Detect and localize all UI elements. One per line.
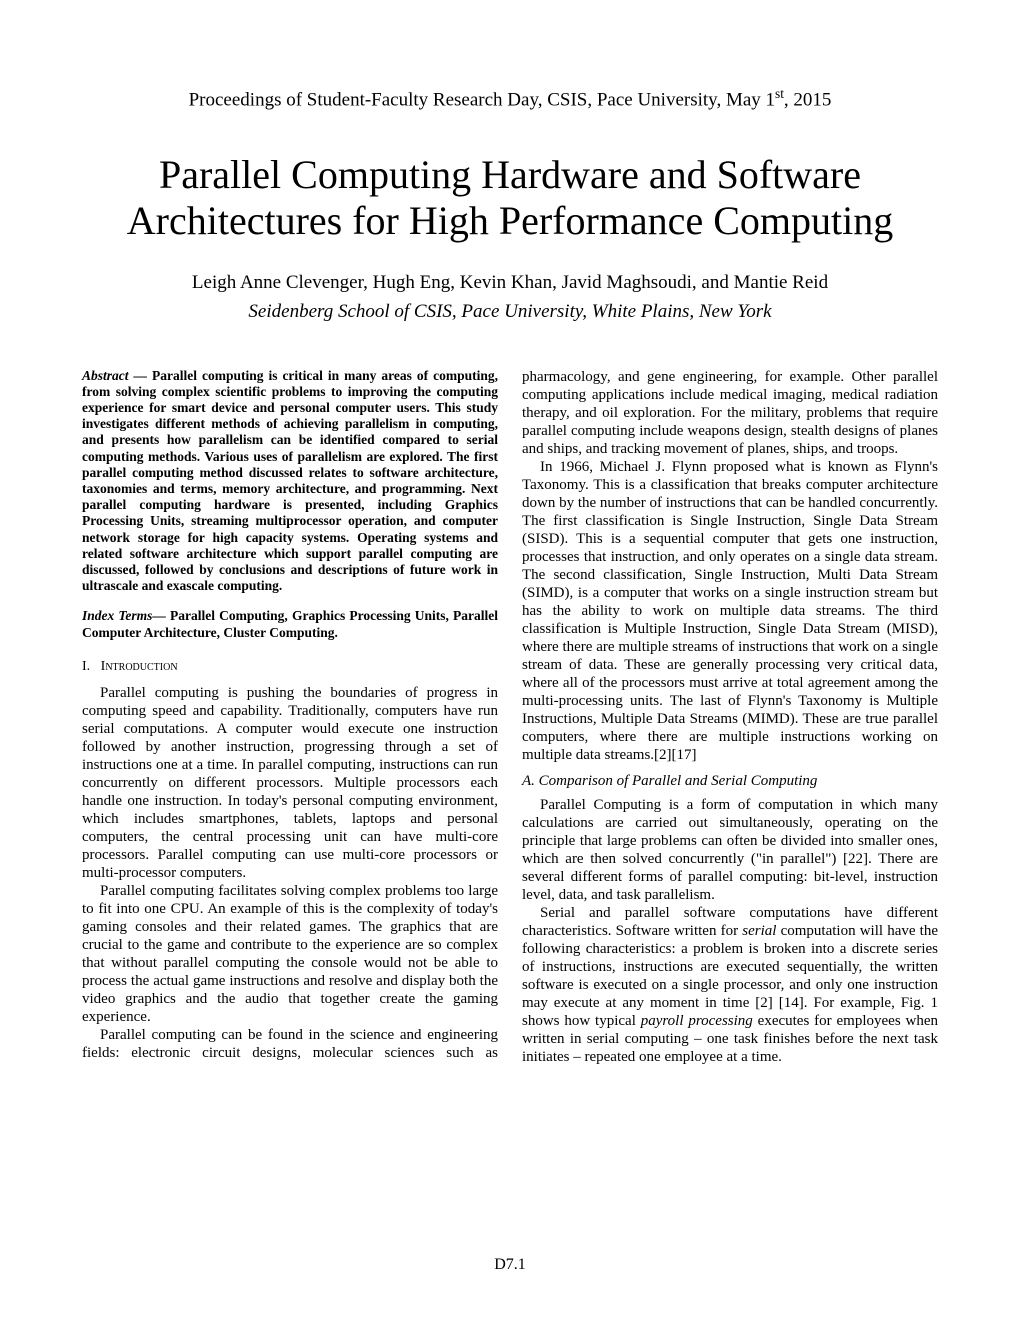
proceedings-sup: st	[775, 86, 784, 101]
intro-para-4: In 1966, Michael J. Flynn proposed what …	[522, 458, 938, 764]
index-terms: Index Terms— Parallel Computing, Graphic…	[82, 608, 498, 640]
abstract: Abstract — Parallel computing is critica…	[82, 368, 498, 595]
subsection-a-heading: A. Comparison of Parallel and Serial Com…	[522, 772, 938, 790]
affiliation-line: Seidenberg School of CSIS, Pace Universi…	[82, 301, 938, 324]
page-footer: D7.1	[0, 1255, 1020, 1274]
p6-payroll-italic: payroll processing	[641, 1013, 753, 1029]
intro-para-2: Parallel computing facilitates solving c…	[82, 882, 498, 1026]
paper-title: Parallel Computing Hardware and Software…	[82, 152, 938, 244]
proceedings-line: Proceedings of Student-Faculty Research …	[82, 86, 938, 112]
intro-para-1: Parallel computing is pushing the bounda…	[82, 684, 498, 882]
section-1-num: I.	[82, 659, 90, 674]
subsection-a-para-1: Parallel Computing is a form of computat…	[522, 796, 938, 904]
proceedings-tail: , 2015	[784, 89, 832, 110]
abstract-body: Parallel computing is critical in many a…	[82, 368, 498, 593]
authors-line: Leigh Anne Clevenger, Hugh Eng, Kevin Kh…	[82, 272, 938, 295]
body-columns: Abstract — Parallel computing is critica…	[82, 368, 938, 1066]
index-lead: Index Terms—	[82, 608, 166, 623]
subsection-a-para-2: Serial and parallel software computation…	[522, 904, 938, 1066]
section-1-title: Introduction	[101, 659, 178, 674]
proceedings-text: Proceedings of Student-Faculty Research …	[189, 89, 775, 110]
section-1-heading: I. Introduction	[82, 659, 498, 676]
p6-serial-italic: serial	[742, 923, 776, 939]
abstract-lead: Abstract —	[82, 368, 147, 383]
